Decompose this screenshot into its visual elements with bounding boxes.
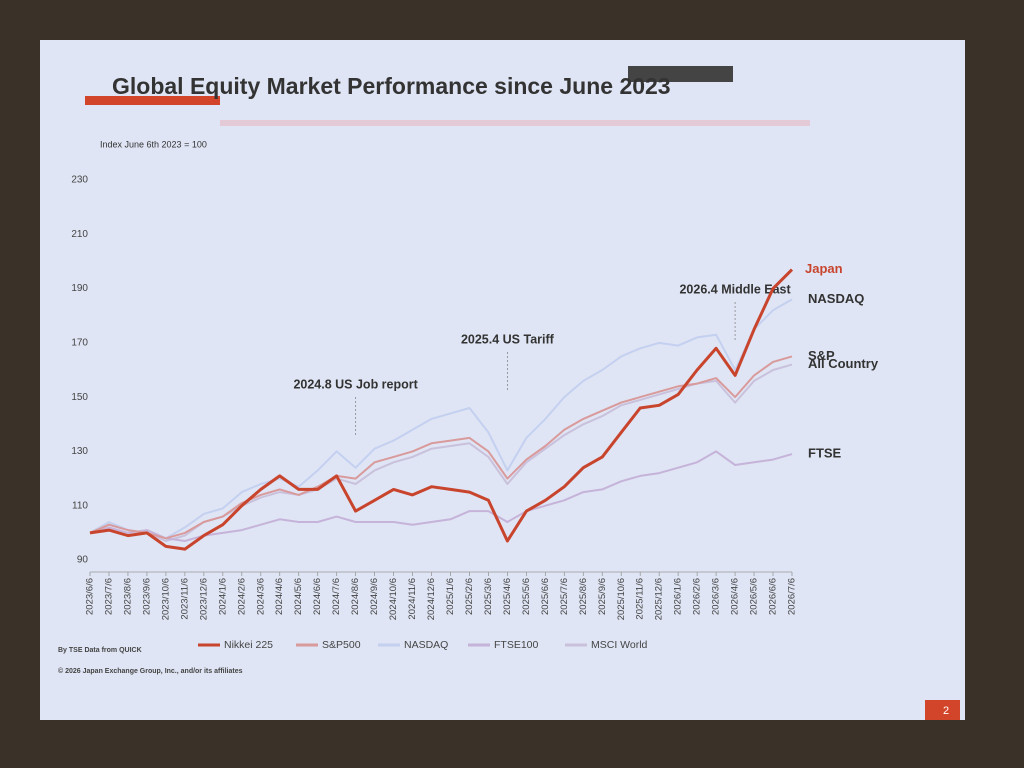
source: By TSE Data from QUICK xyxy=(58,647,142,654)
legend-label: MSCI World xyxy=(591,639,648,651)
x-tick-label: 2025/9/6 xyxy=(597,578,608,615)
x-tick-label: 2025/1/6 xyxy=(445,578,456,615)
series-end-label: FTSE xyxy=(808,446,842,461)
x-tick-label: 2025/6/6 xyxy=(540,578,551,615)
title-accent xyxy=(85,96,220,105)
x-tick-label: 2024/12/6 xyxy=(426,578,437,620)
chart-title: Global Equity Market Performance since J… xyxy=(112,73,671,99)
x-tick-label: 2024/5/6 xyxy=(293,578,304,615)
copyright: © 2026 Japan Exchange Group, Inc., and/o… xyxy=(58,667,243,675)
x-tick-label: 2025/2/6 xyxy=(464,578,475,615)
x-tick-label: 2024/7/6 xyxy=(331,578,342,615)
y-tick-label: 230 xyxy=(71,175,88,186)
series-end-label: NASDAQ xyxy=(808,291,864,306)
x-tick-label: 2024/8/6 xyxy=(350,578,361,615)
toolbar xyxy=(628,66,733,82)
x-tick-label: 2024/1/6 xyxy=(217,578,228,615)
x-tick-label: 2024/11/6 xyxy=(407,578,418,620)
y-tick-label: 130 xyxy=(71,446,88,457)
series-line xyxy=(89,268,794,551)
y-axis-label: Index June 6th 2023 = 100 xyxy=(100,139,207,149)
x-tick-label: 2026/4/6 xyxy=(730,578,741,615)
y-tick-label: 110 xyxy=(72,500,88,511)
title-rule xyxy=(220,120,810,126)
legend-label: Nikkei 225 xyxy=(224,639,273,651)
x-tick-label: 2026/1/6 xyxy=(673,578,684,615)
series-end-label: S&P xyxy=(808,348,835,363)
y-tick-label: 190 xyxy=(71,283,88,294)
x-tick-label: 2024/3/6 xyxy=(255,578,266,615)
x-tick-label: 2023/6/6 xyxy=(85,578,96,615)
x-tick-label: 2023/10/6 xyxy=(160,578,171,620)
x-tick-label: 2023/11/6 xyxy=(179,578,190,620)
annotation: 2024.8 US Job report xyxy=(293,377,418,391)
annotation: 2026.4 Middle East xyxy=(679,282,791,296)
legend-label: S&P500 xyxy=(322,639,361,651)
x-tick-label: 2025/5/6 xyxy=(521,578,532,615)
x-tick-label: 2025/10/6 xyxy=(616,578,627,620)
legend-label: NASDAQ xyxy=(404,639,448,651)
x-tick-label: 2025/8/6 xyxy=(578,578,589,615)
x-tick-label: 2025/3/6 xyxy=(483,578,494,615)
page-badge xyxy=(925,700,960,720)
x-tick-label: 2025/4/6 xyxy=(502,578,513,615)
plot: 90 110 130 150 170 190 210 230 2023/6/6 2023/7/6 2… xyxy=(71,175,879,651)
series-line xyxy=(89,355,793,540)
legend-label: FTSE100 xyxy=(494,639,539,651)
slide xyxy=(40,40,965,720)
x-tick-label: 2026/5/6 xyxy=(749,578,760,615)
x-tick-label: 2026/3/6 xyxy=(711,578,722,615)
x-tick-label: 2023/7/6 xyxy=(103,578,114,615)
x-tick-label: 2024/4/6 xyxy=(274,578,285,615)
x-tick-label: 2024/2/6 xyxy=(236,578,247,615)
annotation: 2025.4 US Tariff xyxy=(461,332,555,346)
y-tick-label: 170 xyxy=(71,337,88,348)
y-tick-label: 150 xyxy=(71,392,88,403)
page-number: 2 xyxy=(943,705,949,717)
x-tick-label: 2023/8/6 xyxy=(122,578,133,615)
y-tick-label: 210 xyxy=(71,229,88,240)
x-tick-label: 2023/12/6 xyxy=(198,578,209,620)
x-tick-label: 2025/7/6 xyxy=(559,578,570,615)
x-tick-label: 2026/6/6 xyxy=(768,578,779,615)
series-end-label: Japan xyxy=(805,261,843,276)
x-tick-label: 2025/12/6 xyxy=(654,578,665,620)
x-tick-label: 2026/7/6 xyxy=(787,578,798,615)
x-tick-label: 2026/2/6 xyxy=(692,578,703,615)
series-line xyxy=(89,298,793,540)
series-end-label: All Country xyxy=(808,356,879,371)
x-tick-label: 2024/9/6 xyxy=(369,578,380,615)
x-tick-label: 2023/9/6 xyxy=(141,578,152,615)
y-tick-label: 90 xyxy=(77,555,89,566)
x-tick-label: 2024/10/6 xyxy=(388,578,399,620)
x-tick-label: 2025/11/6 xyxy=(635,578,646,620)
x-tick-label: 2024/6/6 xyxy=(312,578,323,615)
